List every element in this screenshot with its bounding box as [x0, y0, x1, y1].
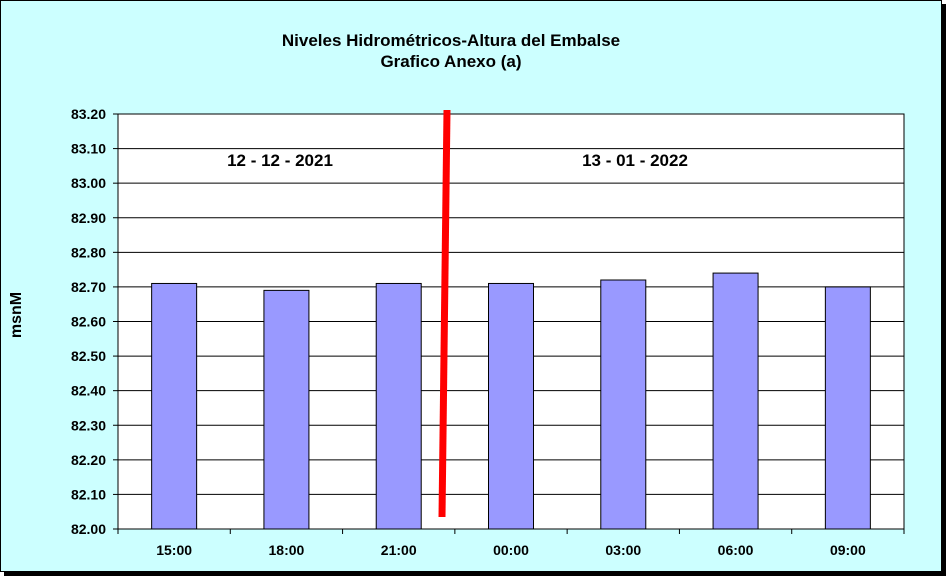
bars — [151, 272, 871, 530]
annotation-date-1: 12 - 12 - 2021 — [227, 151, 333, 170]
bar-0300 — [600, 279, 647, 530]
x-tick-label: 00:00 — [493, 542, 529, 558]
y-tick-label: 83.10 — [71, 141, 106, 157]
annotation-date-2: 13 - 01 - 2022 — [582, 151, 688, 170]
x-tick-label: 21:00 — [381, 542, 417, 558]
x-tick-label: 03:00 — [605, 542, 641, 558]
y-tick-label: 82.60 — [71, 314, 106, 330]
y-tick-label: 83.00 — [71, 175, 106, 191]
chart-title: Niveles Hidrométricos-Altura del Embalse — [282, 31, 620, 50]
bar-2100 — [375, 282, 422, 530]
x-tick-label: 09:00 — [830, 542, 866, 558]
date-divider-line — [438, 109, 451, 518]
y-tick-label: 82.20 — [71, 452, 106, 468]
bar-0600 — [712, 272, 759, 530]
x-tick-label: 15:00 — [156, 542, 192, 558]
y-tick-label: 82.10 — [71, 486, 106, 502]
y-tick-label: 82.80 — [71, 244, 106, 260]
y-tick-labels: 82.00 82.10 82.20 82.30 82.40 82.50 82.60 82.70… — [71, 106, 106, 537]
y-tick-label: 82.90 — [71, 210, 106, 226]
y-tick-label: 82.00 — [71, 521, 106, 537]
x-tick-labels: 15:00 18:00 21:00 00:00 03:00 06:00 09:00 — [156, 542, 866, 558]
y-tick-label: 82.50 — [71, 348, 106, 364]
x-tick-label: 18:00 — [269, 542, 305, 558]
y-tick-label: 82.70 — [71, 279, 106, 295]
y-tick-label: 83.20 — [71, 106, 106, 122]
bar-1500 — [151, 282, 198, 530]
chart-subtitle: Grafico Anexo (a) — [380, 52, 521, 71]
y-tick-label: 82.30 — [71, 417, 106, 433]
bar-0900 — [824, 286, 871, 530]
x-tick-label: 06:00 — [718, 542, 754, 558]
bar-1800 — [263, 289, 310, 530]
y-axis-label: msnM — [8, 292, 25, 338]
bar-0000 — [488, 282, 534, 530]
y-tick-label: 82.40 — [71, 383, 106, 399]
